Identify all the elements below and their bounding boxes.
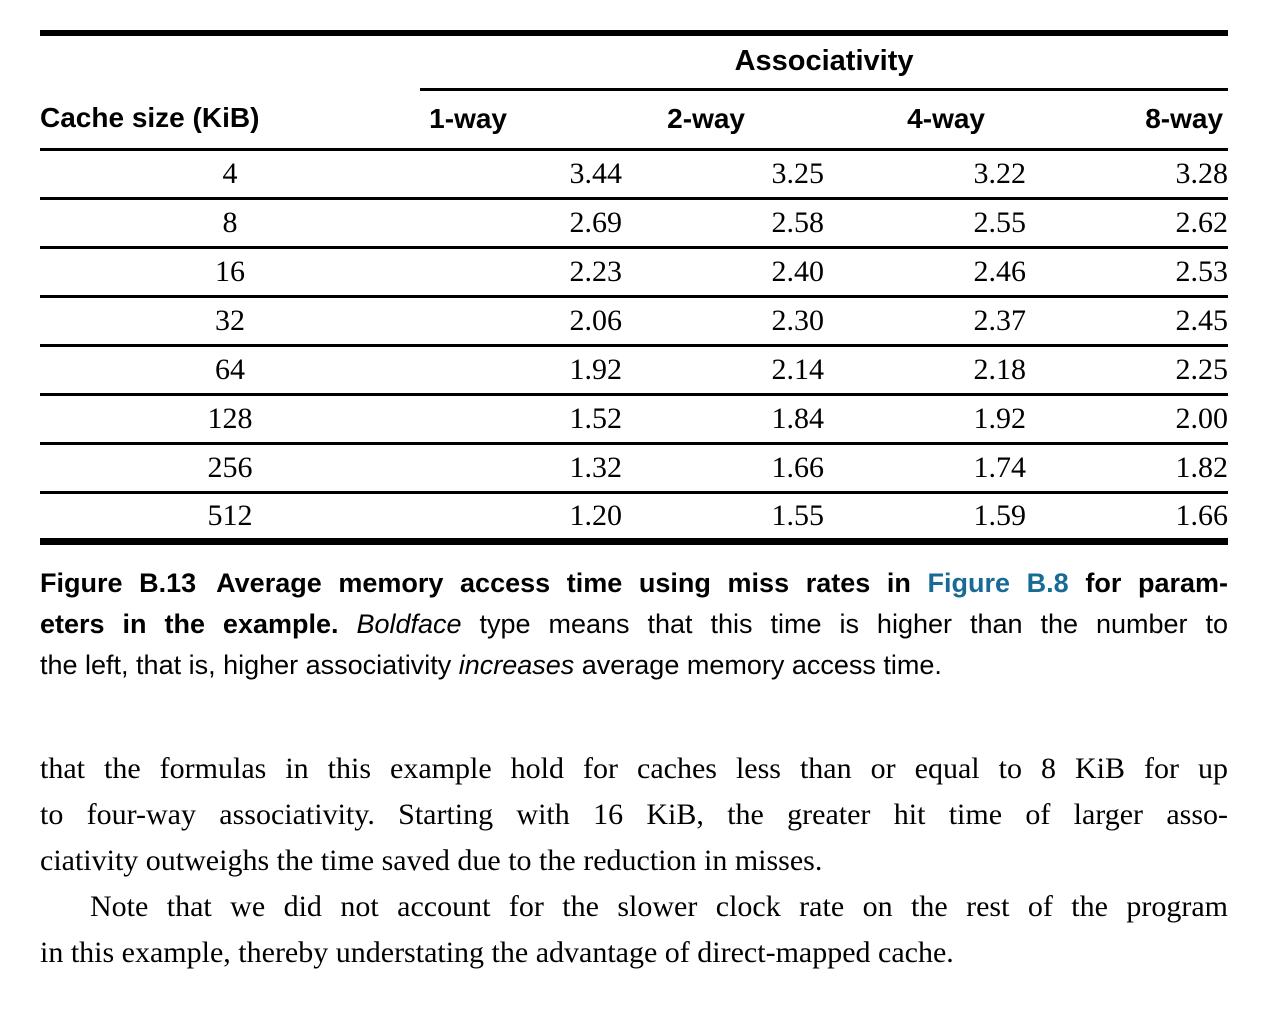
amat-value-cell: 2.37: [824, 296, 1026, 347]
body-line: in this example, thereby understating th…: [40, 935, 954, 969]
caption-line: Figure B.13 Average memory access time us…: [40, 563, 1228, 604]
associativity-header-row: Associativity: [40, 33, 1229, 91]
amat-value-cell: 1.84: [622, 394, 824, 445]
amat-value-cell: 2.69: [420, 198, 622, 249]
amat-value-cell: 1.74: [824, 443, 1026, 494]
body-line: that the formulas in this example hold f…: [40, 751, 1228, 785]
body-line: to four-way associativity. Starting with…: [40, 797, 1228, 831]
amat-value-cell: 1.92: [420, 345, 622, 396]
cache-size-cell: 128: [40, 394, 420, 445]
body-text: that the formulas in this example hold f…: [40, 746, 1228, 976]
amat-value-cell: 2.62: [1026, 198, 1229, 249]
caption-segment: type means that this time is higher than…: [461, 608, 1228, 639]
body-paragraph: Note that we did not account for the slo…: [40, 884, 1228, 976]
column-header-2-way: 2-way: [622, 89, 824, 151]
caption-segment: eters in the example.: [40, 608, 357, 639]
table-corner-cell: [40, 33, 420, 89]
amat-value-cell: 2.58: [622, 198, 824, 249]
cache-size-cell: 4: [40, 149, 420, 200]
amat-value-cell: 1.66: [1175, 498, 1229, 532]
amat-value-cell: 2.40: [622, 247, 824, 298]
amat-value-cell: 2.45: [1026, 296, 1229, 347]
caption-segment: Figure B.13: [40, 567, 197, 598]
amat-value-cell: 2.25: [1026, 345, 1229, 396]
figure-b8-link[interactable]: Figure B.8: [927, 567, 1069, 598]
table-row: 8 2.69 2.58 2.55 2.62: [40, 198, 1229, 249]
amat-value-cell: 3.22: [824, 149, 1026, 200]
body-paragraph: that the formulas in this example hold f…: [40, 746, 1228, 884]
caption-segment: increases: [458, 649, 575, 680]
amat-value-cell: 3.28: [1026, 149, 1229, 200]
figure-b13-table: Associativity Cache size (KiB) 1-way 2-w…: [40, 30, 1229, 545]
column-header-4-way: 4-way: [824, 89, 1026, 151]
associativity-group-header: Associativity: [420, 33, 1229, 91]
column-header-8-way: 8-way: [1026, 89, 1229, 151]
amat-value-cell: 2.14: [622, 345, 824, 396]
caption-segment: Boldface: [356, 608, 462, 639]
amat-value-cell: 2.18: [824, 345, 1026, 396]
column-header-cache-size: Cache size (KiB): [40, 89, 420, 151]
amat-value-cell: 2.00: [1026, 394, 1229, 445]
amat-value-cell: 1.82: [1026, 443, 1229, 494]
amat-value-cell: 1.59: [973, 498, 1027, 532]
amat-value-cell: 1.32: [420, 443, 622, 494]
body-line: Note that we did not account for the slo…: [90, 889, 1228, 923]
table-row: 4 3.44 3.25 3.22 3.28: [40, 149, 1229, 200]
amat-value-cell: 1.52: [420, 394, 622, 445]
cache-size-cell: 256: [40, 443, 420, 494]
amat-value-cell: 2.23: [420, 247, 622, 298]
amat-value-cell: 1.66: [622, 443, 824, 494]
caption-segment: Average memory access time using miss ra…: [216, 567, 928, 598]
cache-size-cell: 512: [207, 498, 253, 532]
amat-value-cell: 2.46: [824, 247, 1026, 298]
column-header-row: Cache size (KiB) 1-way 2-way 4-way 8-way: [40, 89, 1229, 151]
cache-size-cell: 64: [40, 345, 420, 396]
caption-segment: the left, that is, higher associativity: [40, 649, 459, 680]
body-line: ciativity outweighs the time saved due t…: [40, 843, 823, 877]
cache-size-cell: 32: [40, 296, 420, 347]
amat-value-cell: 3.44: [420, 149, 622, 200]
table-row: 256 1.32 1.66 1.74 1.82: [40, 443, 1229, 494]
table-row: 16 2.23 2.40 2.46 2.53: [40, 247, 1229, 298]
amat-value-cell: 1.55: [771, 498, 825, 532]
table-row: 128 1.52 1.84 1.92 2.00: [40, 394, 1229, 445]
caption-segment: average memory access time.: [574, 649, 942, 680]
amat-value-cell: 1.92: [824, 394, 1026, 445]
amat-value-cell: 2.30: [622, 296, 824, 347]
amat-value-cell: 2.06: [420, 296, 622, 347]
amat-value-cell: 2.55: [824, 198, 1026, 249]
figure-caption: Figure B.13 Average memory access time us…: [40, 563, 1228, 686]
caption-line: eters in the example. Boldface type mean…: [40, 604, 1228, 645]
caption-line: the left, that is, higher associativity …: [40, 645, 1228, 686]
cache-size-cell: 16: [40, 247, 420, 298]
column-header-1-way: 1-way: [420, 89, 622, 151]
amat-value-cell: 3.25: [622, 149, 824, 200]
caption-segment: for param-: [1068, 567, 1228, 598]
cache-size-cell: 8: [40, 198, 420, 249]
table-row: 512 1.20 1.55 1.59 1.66: [40, 492, 1229, 541]
table-row: 64 1.92 2.14 2.18 2.25: [40, 345, 1229, 396]
amat-value-cell: 2.53: [1026, 247, 1229, 298]
amat-value-cell: 1.20: [569, 498, 623, 532]
table-body: 4 3.44 3.25 3.22 3.28 8 2.69 2.58 2.55 2.62 16 2.23…: [40, 149, 1229, 541]
table-row: 32 2.06 2.30 2.37 2.45: [40, 296, 1229, 347]
